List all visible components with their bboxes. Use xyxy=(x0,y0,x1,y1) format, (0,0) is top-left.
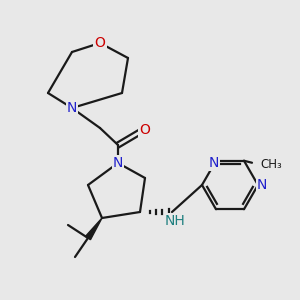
Text: O: O xyxy=(94,36,105,50)
Text: N: N xyxy=(113,156,123,170)
Text: N: N xyxy=(67,101,77,115)
Text: CH₃: CH₃ xyxy=(260,158,282,171)
Text: NH: NH xyxy=(165,214,185,228)
Polygon shape xyxy=(85,218,102,240)
Text: N: N xyxy=(257,178,267,192)
Text: N: N xyxy=(209,156,219,170)
Text: O: O xyxy=(140,123,150,137)
